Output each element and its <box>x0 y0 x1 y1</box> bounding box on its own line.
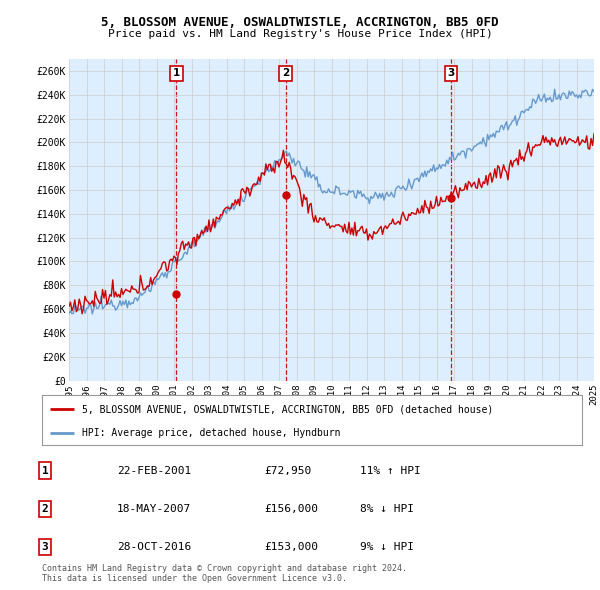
Text: 5, BLOSSOM AVENUE, OSWALDTWISTLE, ACCRINGTON, BB5 0FD (detached house): 5, BLOSSOM AVENUE, OSWALDTWISTLE, ACCRIN… <box>83 404 494 414</box>
Text: £156,000: £156,000 <box>264 504 318 514</box>
Text: 1: 1 <box>173 68 180 78</box>
Text: 22-FEB-2001: 22-FEB-2001 <box>117 466 191 476</box>
Text: 3: 3 <box>41 542 49 552</box>
Text: 1: 1 <box>41 466 49 476</box>
Text: 5, BLOSSOM AVENUE, OSWALDTWISTLE, ACCRINGTON, BB5 0FD: 5, BLOSSOM AVENUE, OSWALDTWISTLE, ACCRIN… <box>101 16 499 29</box>
Text: Price paid vs. HM Land Registry's House Price Index (HPI): Price paid vs. HM Land Registry's House … <box>107 30 493 39</box>
Text: 11% ↑ HPI: 11% ↑ HPI <box>360 466 421 476</box>
Text: 9% ↓ HPI: 9% ↓ HPI <box>360 542 414 552</box>
Text: £72,950: £72,950 <box>264 466 311 476</box>
Text: £153,000: £153,000 <box>264 542 318 552</box>
Text: 3: 3 <box>448 68 455 78</box>
Text: 2: 2 <box>41 504 49 514</box>
Text: Contains HM Land Registry data © Crown copyright and database right 2024.
This d: Contains HM Land Registry data © Crown c… <box>42 563 407 583</box>
Text: HPI: Average price, detached house, Hyndburn: HPI: Average price, detached house, Hynd… <box>83 428 341 438</box>
Text: 2: 2 <box>282 68 289 78</box>
Text: 28-OCT-2016: 28-OCT-2016 <box>117 542 191 552</box>
Text: 8% ↓ HPI: 8% ↓ HPI <box>360 504 414 514</box>
Text: 18-MAY-2007: 18-MAY-2007 <box>117 504 191 514</box>
